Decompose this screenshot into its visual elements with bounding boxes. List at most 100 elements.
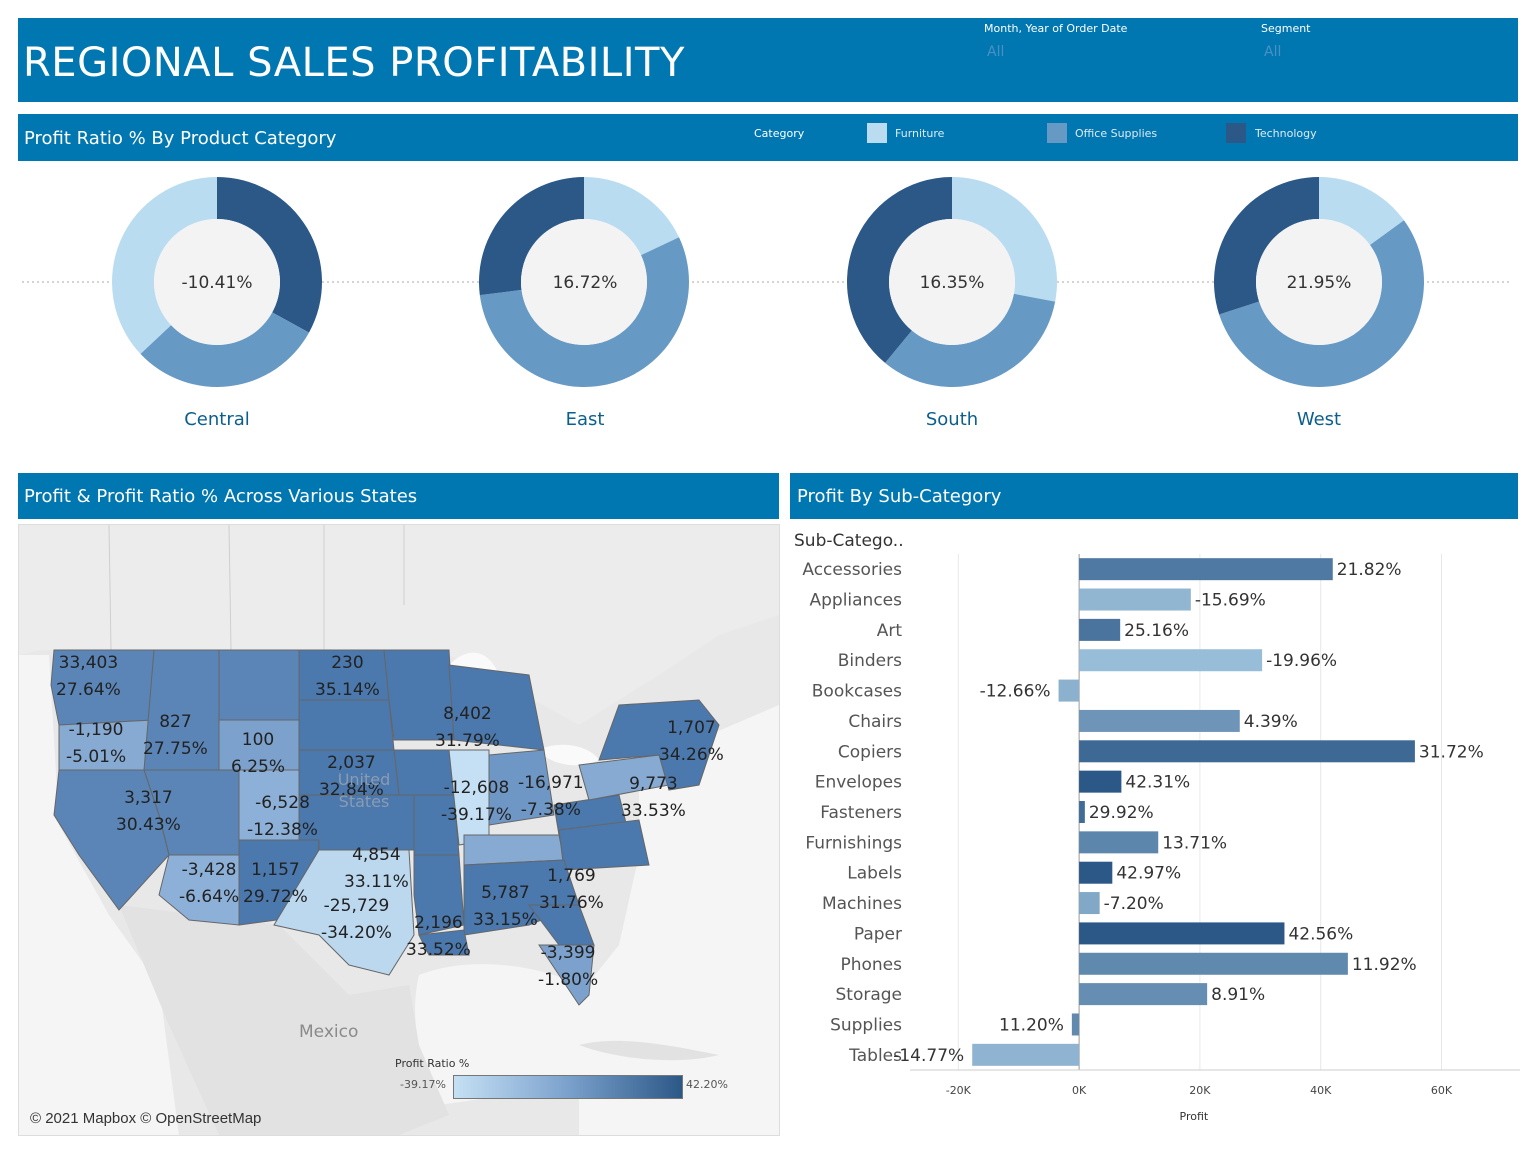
donut-slice-east-technology[interactable] [478, 177, 584, 296]
category-label[interactable]: Machines [822, 894, 902, 914]
bar-chairs[interactable] [1079, 709, 1240, 732]
state-label[interactable]: -16,971 -7.38% [518, 773, 584, 820]
donut-slice-central-office-supplies[interactable] [140, 312, 310, 388]
bar-binders[interactable] [1079, 649, 1263, 672]
donut-slice-south-furniture[interactable] [952, 177, 1057, 302]
category-label[interactable]: Supplies [830, 1015, 902, 1035]
category-label[interactable]: Envelopes [815, 773, 902, 793]
state-label[interactable]: -12,608 -39.17% [441, 778, 512, 825]
state-label[interactable]: -6,528 -12.38% [247, 793, 318, 840]
state-label[interactable]: 33,403 27.64% [56, 653, 121, 700]
category-label[interactable]: Phones [840, 955, 902, 975]
donut-slice-central-technology[interactable] [217, 177, 323, 333]
bar-art[interactable] [1079, 618, 1121, 641]
state-label[interactable]: 9,773 33.53% [621, 774, 686, 821]
bar-supplies[interactable] [1071, 1013, 1080, 1036]
bar-fasteners[interactable] [1079, 801, 1085, 823]
bar-furnishings[interactable] [1079, 831, 1159, 854]
donut-center-label-south: 16.35% [919, 273, 985, 293]
donut-slice-west-office-supplies[interactable] [1219, 220, 1424, 387]
state-label[interactable]: 2,037 32.84% [319, 753, 384, 800]
legend-label-technology[interactable]: Technology [1255, 127, 1317, 140]
bar-copiers[interactable] [1079, 740, 1415, 763]
category-label[interactable]: Labels [847, 864, 902, 884]
bar-value-label: 4.39% [1244, 712, 1298, 732]
donut-center-label-central: -10.41% [181, 273, 253, 293]
donut-slice-west-technology[interactable] [1214, 177, 1319, 315]
donut-slice-east-furniture[interactable] [584, 177, 680, 256]
category-label[interactable]: Paper [854, 924, 902, 944]
state-label[interactable]: 230 35.14% [315, 653, 380, 700]
map-color-legend [453, 1075, 683, 1099]
state-label[interactable]: 5,787 33.15% [473, 883, 538, 930]
state-label[interactable]: 1,707 34.26% [659, 718, 724, 765]
bar-value-label: 31.72% [1419, 742, 1484, 762]
state-label[interactable]: 100 6.25% [231, 730, 286, 777]
state-label[interactable]: -25,729 -34.20% [321, 896, 392, 943]
sub-category-column-header[interactable]: Sub-Catego.. [794, 531, 904, 551]
bar-section-title: Profit By Sub-Category [797, 486, 1002, 507]
bar-paper[interactable] [1079, 922, 1285, 945]
legend-label-office-supplies[interactable]: Office Supplies [1075, 127, 1158, 140]
donut-center-label-west: 21.95% [1286, 273, 1352, 293]
state-label[interactable]: 4,854 33.11% [344, 845, 409, 892]
category-label[interactable]: Binders [838, 651, 902, 671]
bar-envelopes[interactable] [1079, 770, 1122, 793]
category-label[interactable]: Storage [835, 985, 902, 1005]
state-label[interactable]: 1,769 31.76% [539, 866, 604, 913]
category-label[interactable]: Chairs [848, 712, 902, 732]
bar-labels[interactable] [1079, 861, 1113, 884]
bar-appliances[interactable] [1079, 588, 1191, 611]
state-label[interactable]: 1,157 29.72% [243, 860, 308, 907]
filter-segment-label: Segment [1261, 22, 1311, 35]
category-label[interactable]: Art [877, 621, 903, 641]
bar-bookcases[interactable] [1058, 679, 1080, 702]
category-label[interactable]: Tables [848, 1046, 902, 1066]
category-label[interactable]: Bookcases [812, 682, 902, 702]
country-label-mexico: Mexico [299, 1022, 359, 1042]
bar-tables[interactable] [972, 1043, 1080, 1066]
category-label[interactable]: Copiers [838, 742, 902, 762]
donut-slice-central-furniture[interactable] [111, 177, 217, 354]
bar-storage[interactable] [1079, 983, 1208, 1006]
legend-swatch-office-supplies[interactable] [1047, 123, 1067, 143]
bar-accessories[interactable] [1079, 558, 1333, 581]
donut-slice-east-office-supplies[interactable] [479, 237, 689, 387]
legend-label-furniture[interactable]: Furniture [895, 127, 945, 140]
category-label[interactable]: Furnishings [805, 833, 902, 853]
map-section-title: Profit & Profit Ratio % Across Various S… [24, 486, 418, 507]
state-label[interactable]: 8,402 31.79% [435, 704, 500, 751]
donut-hole [889, 219, 1015, 345]
bar-phones[interactable] [1079, 952, 1348, 975]
category-label[interactable]: Fasteners [820, 803, 902, 823]
state-map[interactable]: 33,403 27.64% -1,190 -5.01% 827 27.75% 230 3… [18, 524, 780, 1136]
legend-swatch-technology[interactable] [1226, 123, 1246, 143]
category-label[interactable]: Accessories [802, 560, 902, 580]
donut-slice-west-furniture[interactable] [1319, 177, 1404, 245]
state-label[interactable]: -3,399 -1.80% [538, 943, 599, 990]
map-attribution[interactable]: © 2021 Mapbox © OpenStreetMap [30, 1110, 262, 1127]
x-tick-label: 60K [1431, 1084, 1453, 1097]
state-label[interactable]: 827 27.75% [143, 712, 208, 759]
filter-segment-dropdown[interactable]: All [1264, 44, 1282, 60]
category-label[interactable]: Appliances [809, 591, 902, 611]
bar-value-label: -15.69% [1195, 591, 1266, 611]
map-legend-title: Profit Ratio % [395, 1057, 470, 1070]
state-label[interactable]: -1,190 -5.01% [66, 720, 127, 767]
region-label-west: West [1296, 409, 1342, 430]
donut-hole [521, 219, 647, 345]
donut-slice-south-office-supplies[interactable] [885, 293, 1056, 387]
legend-swatch-furniture[interactable] [867, 123, 887, 143]
bar-machines[interactable] [1079, 892, 1100, 915]
donut-center-label-east: 16.72% [552, 273, 618, 293]
bar-value-label: 13.71% [1162, 833, 1227, 853]
x-axis-title: Profit [1180, 1110, 1209, 1120]
bar-value-label: 21.82% [1337, 560, 1402, 580]
state-label[interactable]: 2,196 33.52% [406, 913, 471, 960]
state-label[interactable]: -3,428 -6.64% [179, 860, 240, 907]
state-label[interactable]: 3,317 30.43% [116, 788, 181, 835]
bar-value-label: 11.20% [999, 1015, 1064, 1035]
filter-date-dropdown[interactable]: All [987, 44, 1005, 60]
page-title: REGIONAL SALES PROFITABILITY [23, 40, 685, 86]
donut-slice-south-technology[interactable] [847, 177, 952, 363]
